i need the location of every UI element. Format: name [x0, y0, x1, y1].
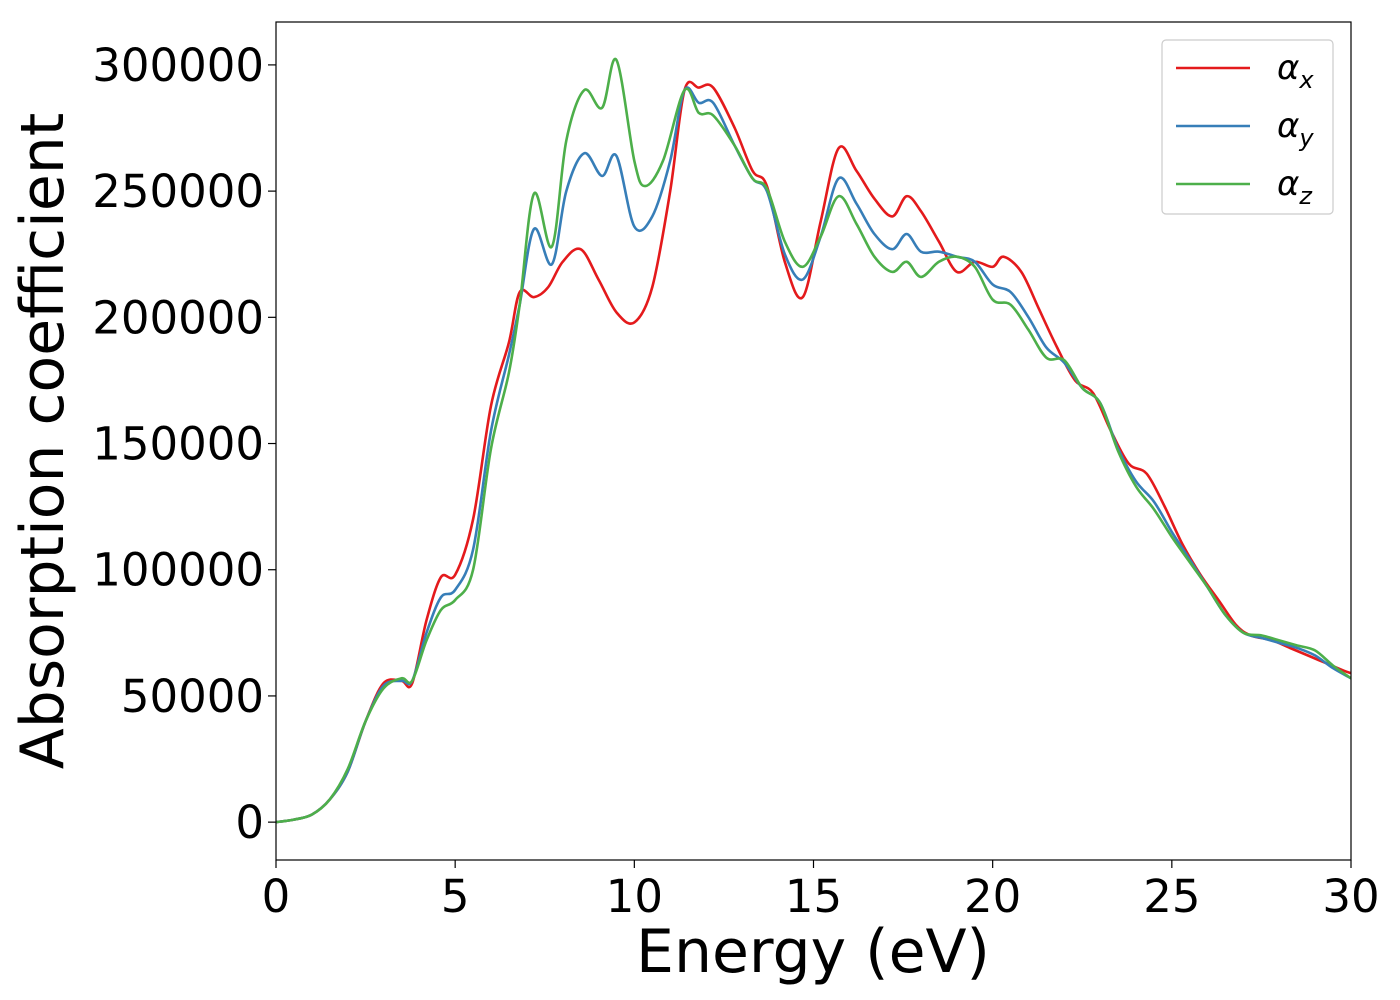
y-tick-label: 100000	[92, 544, 264, 597]
x-tick-label: 25	[1143, 870, 1200, 923]
x-axis-label: Energy (eV)	[636, 917, 990, 987]
y-axis: 0 50000 100000 150000 200000 250000 300000	[92, 39, 276, 849]
x-tick-label: 0	[262, 870, 291, 923]
x-tick-label: 10	[606, 870, 663, 923]
series-layer	[276, 57, 1351, 824]
y-tick-label: 50000	[121, 670, 264, 723]
x-axis: 0 5 10 15 20 25 30	[262, 860, 1380, 923]
y-tick-label: 300000	[92, 39, 264, 92]
y-tick-label: 0	[235, 796, 264, 849]
series-line-alpha-x	[276, 80, 1351, 824]
x-tick-label: 15	[785, 870, 842, 923]
series-line-alpha-z	[276, 57, 1351, 824]
x-tick-label: 5	[441, 870, 470, 923]
x-tick-label: 20	[964, 870, 1021, 923]
y-axis-label: Absorption coefficient	[8, 113, 78, 770]
y-tick-label: 200000	[92, 291, 264, 344]
x-tick-label: 30	[1322, 870, 1379, 923]
y-tick-label: 250000	[92, 165, 264, 218]
y-tick-label: 150000	[92, 418, 264, 471]
series-line-alpha-y	[276, 86, 1351, 824]
